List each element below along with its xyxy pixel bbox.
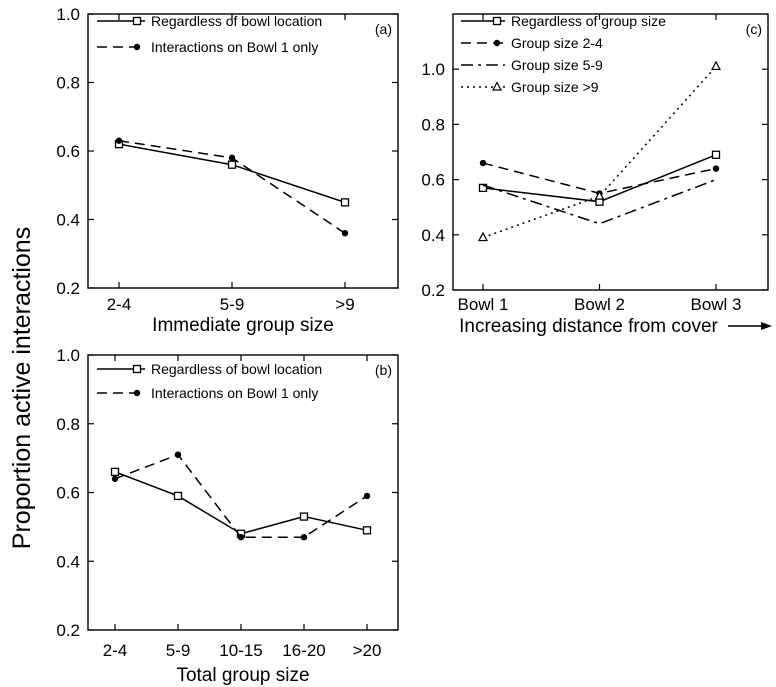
x-category-label: 5-9 <box>166 641 191 660</box>
legend-marker <box>132 364 142 374</box>
x-category-label: Bowl 3 <box>690 295 741 314</box>
data-point <box>479 159 487 167</box>
series-1 <box>478 150 721 206</box>
data-point <box>111 475 119 482</box>
legend-label: Regardless of group size <box>511 13 666 29</box>
legend-marker <box>493 39 501 47</box>
x-axis-label: Total group size <box>176 665 309 686</box>
data-point <box>228 154 236 162</box>
y-tick-label: 1.0 <box>421 60 445 79</box>
series-2 <box>115 137 349 237</box>
x-category-label: Bowl 1 <box>457 295 508 314</box>
panel-c: 0.2 0.4 0.6 0.8 1.0 Bowl 1 Bowl 2 Bowl 3 Increas… <box>421 13 772 337</box>
x-axis-arrow-head <box>761 322 772 330</box>
series-line <box>118 139 346 234</box>
series-line <box>114 453 368 538</box>
panel-b: 0.2 0.4 0.6 0.8 1.0 2-4 5-9 10-15 16-20 >20 Total … <box>56 346 399 686</box>
x-axis-label: Increasing distance from cover <box>459 316 718 337</box>
series-4 <box>478 60 721 242</box>
data-point <box>711 150 721 159</box>
y-tick-label: 0.4 <box>421 226 445 245</box>
y-tick-label: 0.6 <box>421 171 445 190</box>
x-category-label: 10-15 <box>219 641 262 660</box>
data-point <box>299 512 309 521</box>
data-point <box>174 451 182 458</box>
data-point <box>362 526 372 535</box>
legend-label: Interactions on Bowl 1 only <box>151 385 318 401</box>
data-point <box>340 198 350 207</box>
data-point <box>227 160 237 169</box>
y-tick-label: 1.0 <box>56 5 80 24</box>
data-point <box>711 60 721 71</box>
data-point <box>173 491 183 501</box>
data-point <box>594 190 605 200</box>
legend-label: Group size >9 <box>511 79 599 95</box>
y-axis-label: Proportion active interactions <box>8 227 36 549</box>
plot-frame <box>452 13 769 291</box>
x-category-label: 2-4 <box>107 295 132 314</box>
legend-label: Regardless of bowl location <box>151 361 322 377</box>
legend-label: Group size 2-4 <box>511 35 603 51</box>
legend-marker <box>492 81 502 91</box>
legend-marker <box>133 43 141 51</box>
y-tick-label: 0.8 <box>56 415 80 434</box>
series-line <box>118 143 346 204</box>
data-point <box>341 230 349 237</box>
series-line <box>114 471 368 535</box>
legend-label: Group size 5-9 <box>511 57 603 73</box>
legend-marker <box>133 389 141 397</box>
x-category-label: 16-20 <box>282 641 325 660</box>
series-line <box>482 162 717 195</box>
y-tick-label: 0.8 <box>421 115 445 134</box>
panel-label: (b) <box>375 362 392 378</box>
series-line <box>482 178 717 225</box>
x-category-label: >20 <box>353 641 382 660</box>
data-point <box>237 533 245 541</box>
y-tick-label: 0.2 <box>56 279 80 298</box>
legend-label: Regardless of bowl location <box>151 13 322 29</box>
y-tick-label: 0.6 <box>56 484 80 503</box>
y-tick-label: 0.6 <box>56 142 80 161</box>
series-1 <box>110 467 372 538</box>
x-category-label: >9 <box>335 295 354 314</box>
series-2 <box>111 451 371 541</box>
data-point <box>478 231 488 242</box>
data-point <box>363 492 371 500</box>
y-tick-label: 0.2 <box>421 281 445 300</box>
data-point <box>712 165 720 172</box>
data-point <box>300 533 308 541</box>
legend-label: Interactions on Bowl 1 only <box>151 39 318 55</box>
x-category-label: Bowl 2 <box>574 295 625 314</box>
y-tick-label: 0.2 <box>56 621 80 640</box>
y-tick-label: 0.4 <box>56 552 80 571</box>
y-tick-label: 1.0 <box>56 346 80 365</box>
y-tick-label: 0.4 <box>56 211 80 230</box>
series-3 <box>482 178 717 225</box>
panel-label: (a) <box>375 21 392 37</box>
series-1 <box>114 139 350 207</box>
data-point <box>110 467 120 477</box>
legend-marker <box>492 16 502 26</box>
data-point <box>115 137 123 144</box>
legend-marker <box>132 16 142 26</box>
data-point <box>478 183 488 193</box>
panel-label: (c) <box>746 21 762 37</box>
x-category-label: 2-4 <box>103 641 128 660</box>
y-tick-label: 0.8 <box>56 74 80 93</box>
x-axis-label: Immediate group size <box>152 315 334 336</box>
plot-frame <box>87 13 399 289</box>
x-category-label: 5-9 <box>220 295 245 314</box>
